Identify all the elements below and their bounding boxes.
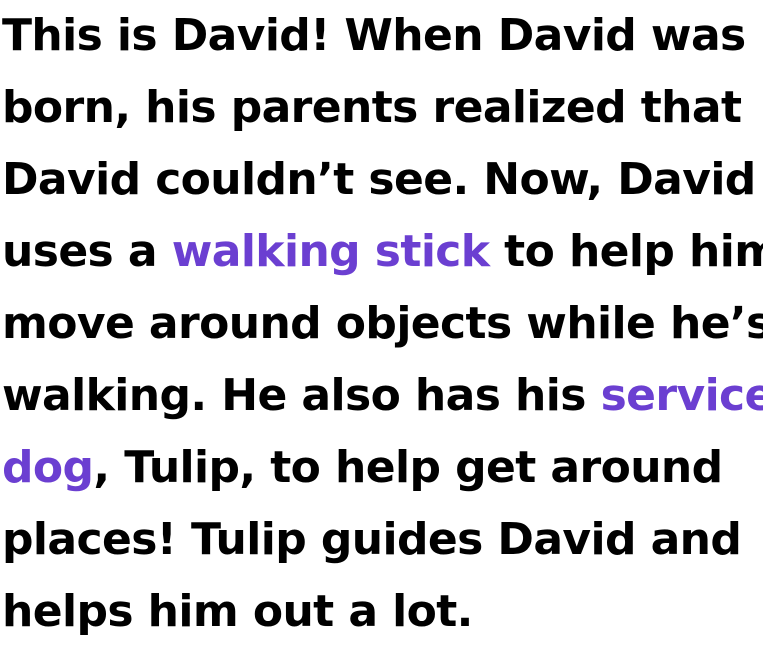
story-text: , Tulip, to help get around <box>93 442 723 493</box>
story-line-1: This is David! When David was <box>2 0 763 72</box>
story-text: born, his parents realized that <box>2 82 742 133</box>
story-text: helps him out a lot. <box>2 586 473 637</box>
story-text: to help him <box>489 226 763 277</box>
story-line-9: helps him out a lot. <box>2 576 763 648</box>
story-text: places! Tulip guides David and <box>2 514 742 565</box>
story-text: walking. He also has his <box>2 370 601 421</box>
story-text: move around objects while he’s <box>2 298 763 349</box>
keyword-service-dog-part1: service <box>600 370 763 421</box>
story-line-6: walking. He also has his service <box>2 360 763 432</box>
keyword-walking-stick: walking stick <box>171 226 490 277</box>
story-line-2: born, his parents realized that <box>2 72 763 144</box>
story-line-4: uses a walking stick to help him <box>2 216 763 288</box>
story-line-3: David couldn’t see. Now, David <box>2 144 763 216</box>
story-line-5: move around objects while he’s <box>2 288 763 360</box>
keyword-service-dog-part2: dog <box>2 442 94 493</box>
story-line-8: places! Tulip guides David and <box>2 504 763 576</box>
story-line-7: dog, Tulip, to help get around <box>2 432 763 504</box>
story-text: David couldn’t see. Now, David <box>2 154 756 205</box>
story-text: uses a <box>2 226 172 277</box>
story-text: This is David! When David was <box>2 10 746 61</box>
